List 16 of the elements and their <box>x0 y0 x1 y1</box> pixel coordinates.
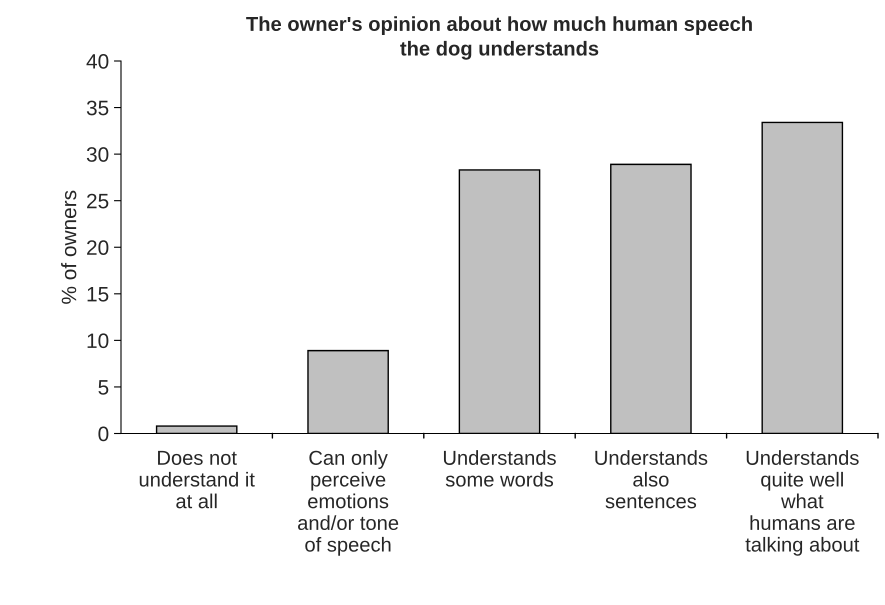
y-tick-label: 15 <box>88 287 108 302</box>
y-tick-label: 20 <box>87 240 108 256</box>
chart-title: The owner's opinion about how much human speech the dog understands <box>246 16 752 60</box>
y-tick-label: 0 <box>98 426 108 442</box>
x-tick-label: Understands some words <box>444 450 556 487</box>
x-tick-label: Understands quite well what humans are talking about <box>746 450 860 556</box>
y-axis-title: % of owners <box>61 190 76 304</box>
y-tick-label: 35 <box>86 100 108 116</box>
y-tick-label: 5 <box>98 380 108 395</box>
y-tick-label: 25 <box>87 194 108 208</box>
y-tick-label: 30 <box>86 147 108 162</box>
x-tick-label: Does not understand it at all <box>140 450 255 508</box>
y-tick-label: 40 <box>86 54 108 69</box>
y-tick-label: 10 <box>88 333 108 348</box>
x-tick-label: Can only perceive emotions and/or tone of speech <box>298 450 398 556</box>
x-tick-label: Understands also sentences <box>595 450 708 508</box>
